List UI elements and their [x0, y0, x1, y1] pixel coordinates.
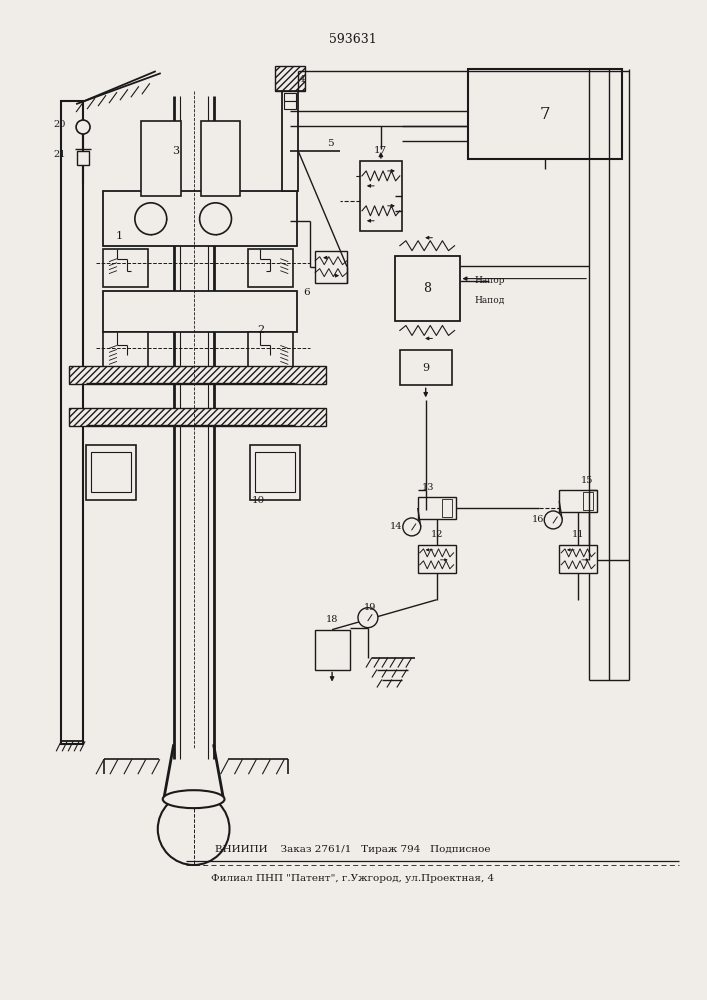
- Ellipse shape: [163, 790, 225, 808]
- Text: 14: 14: [390, 522, 403, 531]
- Text: Напор: Напор: [474, 276, 505, 285]
- Text: 11: 11: [572, 530, 585, 539]
- Text: 3: 3: [172, 146, 180, 156]
- Text: 21: 21: [54, 150, 66, 159]
- Text: 9: 9: [422, 363, 429, 373]
- Bar: [250, 445, 300, 500]
- Bar: [418, 497, 455, 519]
- Text: 7: 7: [539, 106, 550, 123]
- Bar: [103, 191, 297, 246]
- Text: 4: 4: [298, 75, 305, 84]
- Text: 13: 13: [421, 483, 434, 492]
- Text: Напод: Напод: [474, 296, 505, 305]
- Bar: [61, 101, 83, 744]
- Text: 12: 12: [431, 530, 443, 539]
- Bar: [315, 251, 347, 283]
- Bar: [395, 256, 460, 320]
- Bar: [248, 332, 293, 367]
- Bar: [103, 249, 148, 287]
- Text: 19: 19: [363, 603, 376, 612]
- Bar: [284, 101, 296, 109]
- Bar: [284, 93, 296, 101]
- Text: 20: 20: [54, 120, 66, 129]
- Bar: [559, 545, 597, 573]
- Bar: [86, 445, 136, 500]
- Bar: [275, 66, 305, 91]
- Text: 8: 8: [423, 282, 431, 295]
- Circle shape: [76, 120, 90, 134]
- Ellipse shape: [158, 793, 230, 865]
- Text: 2: 2: [257, 325, 264, 335]
- Text: 17: 17: [374, 146, 387, 155]
- Bar: [467, 69, 622, 159]
- Text: 5: 5: [327, 139, 334, 148]
- Bar: [103, 332, 148, 367]
- Bar: [559, 490, 597, 512]
- Bar: [583, 492, 593, 510]
- Text: 18: 18: [326, 615, 338, 624]
- Circle shape: [135, 203, 167, 235]
- Text: 15: 15: [581, 476, 593, 485]
- Bar: [91, 452, 131, 492]
- Bar: [69, 366, 326, 384]
- Bar: [360, 161, 402, 231]
- Bar: [400, 350, 452, 385]
- Bar: [255, 452, 296, 492]
- Bar: [248, 249, 293, 287]
- Bar: [201, 121, 240, 196]
- Text: 10: 10: [252, 496, 265, 505]
- Text: 6: 6: [303, 288, 310, 297]
- Bar: [315, 630, 350, 670]
- Bar: [69, 408, 326, 426]
- Bar: [103, 291, 297, 332]
- Bar: [141, 121, 181, 196]
- Text: ВНИИПИ    Заказ 2761/1   Тираж 794   Подписное: ВНИИПИ Заказ 2761/1 Тираж 794 Подписное: [215, 845, 491, 854]
- Text: 593631: 593631: [329, 33, 377, 46]
- Text: Филиал ПНП "Патент", г.Ужгород, ул.Проектная, 4: Филиал ПНП "Патент", г.Ужгород, ул.Проек…: [211, 874, 495, 883]
- Circle shape: [403, 518, 421, 536]
- Bar: [418, 545, 455, 573]
- Circle shape: [358, 608, 378, 628]
- Circle shape: [199, 203, 231, 235]
- Bar: [442, 499, 452, 517]
- Text: 1: 1: [115, 231, 122, 241]
- Text: 16: 16: [532, 515, 544, 524]
- Circle shape: [544, 511, 562, 529]
- Bar: [77, 151, 89, 165]
- Bar: [282, 91, 298, 191]
